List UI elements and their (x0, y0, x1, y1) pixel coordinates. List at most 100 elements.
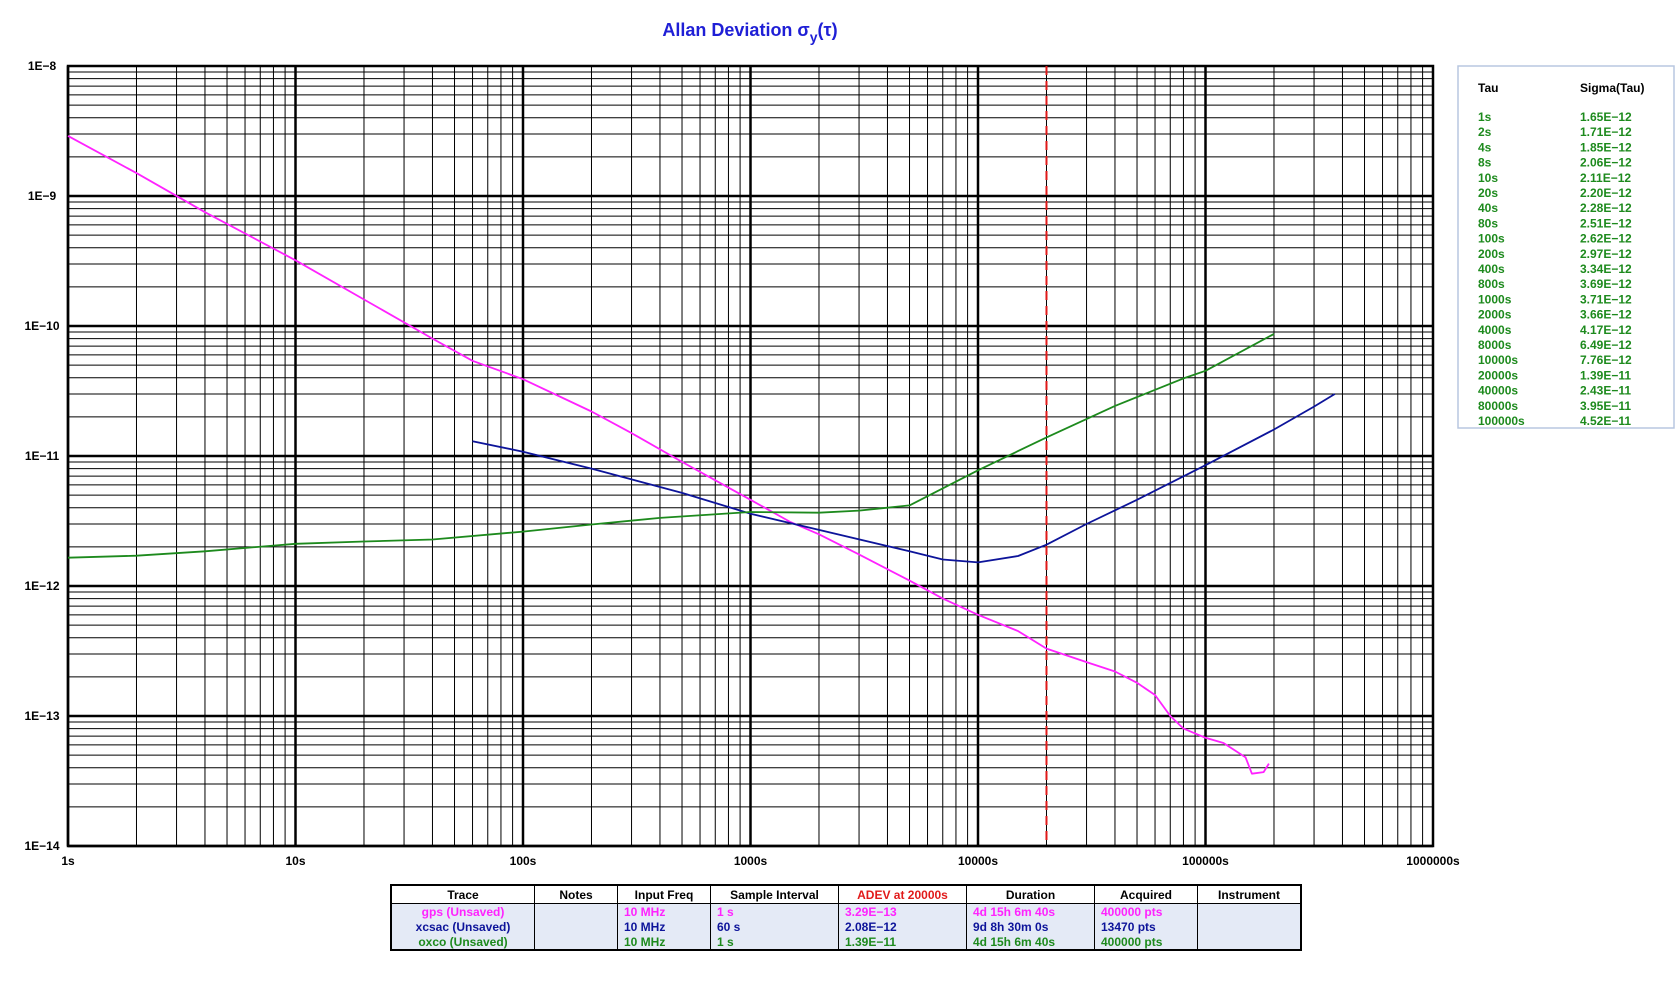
trace-table-body: gps (Unsaved) 10 MHz 1 s 3.29E−13 4d 15h 6m … (390, 903, 1302, 950)
header-sample-interval[interactable]: Sample Interval (710, 884, 839, 904)
tau-value: 80000s (1478, 399, 1518, 413)
trace-row-xcsac[interactable]: xcsac (Unsaved) 10 MHz 60 s 2.08E−12 9d 8h 3… (390, 919, 1302, 934)
tau-value: 2s (1478, 125, 1492, 139)
header-trace[interactable]: Trace (390, 884, 535, 904)
x-tick-label: 1000000s (1406, 854, 1460, 868)
cell-interval: 1 s (710, 934, 839, 950)
cell-trace: oxco (Unsaved) (390, 934, 535, 950)
tau-value: 1s (1478, 110, 1492, 124)
header-duration[interactable]: Duration (966, 884, 1095, 904)
tau-value: 400s (1478, 262, 1505, 276)
sigma-value: 1.39E−11 (1580, 368, 1631, 382)
sigma-value: 1.65E−12 (1580, 110, 1632, 124)
x-tick-label: 100s (510, 854, 537, 868)
plot-grid (66, 64, 1435, 848)
y-tick-label: 1E−9 (28, 189, 57, 203)
tau-value: 40s (1478, 201, 1498, 215)
sigma-value: 7.76E−12 (1580, 353, 1632, 367)
cell-instrument (1197, 903, 1302, 919)
cell-instrument (1197, 919, 1302, 934)
header-input-freq[interactable]: Input Freq (617, 884, 711, 904)
tau-value: 1000s (1478, 292, 1512, 306)
cell-instrument (1197, 934, 1302, 950)
tau-value: 4s (1478, 140, 1492, 154)
series-line-oxco (67, 333, 1275, 559)
sigma-value: 3.34E−12 (1580, 262, 1632, 276)
sigma-value: 4.52E−11 (1580, 414, 1631, 428)
x-tick-label: 10000s (958, 854, 998, 868)
axis-tick-labels: 1s 10s 100s 1000s 10000s 100000s 1000000s 1E−14… (24, 59, 1460, 868)
x-tick-label: 1s (61, 854, 75, 868)
x-tick-label: 1000s (734, 854, 768, 868)
title-tail: (τ) (818, 20, 838, 40)
cell-interval: 60 s (710, 919, 839, 934)
x-tick-label: 10s (285, 854, 305, 868)
tau-value: 10s (1478, 171, 1498, 185)
y-tick-label: 1E−13 (24, 709, 59, 723)
series-line-gps (67, 135, 1270, 775)
cell-freq: 10 MHz (617, 903, 711, 919)
trace-table-header-row: Trace Notes Input Freq Sample Interval A… (390, 884, 1302, 904)
sigma-value: 6.49E−12 (1580, 338, 1632, 352)
trace-row-oxco[interactable]: oxco (Unsaved) 10 MHz 1 s 1.39E−11 4d 15h 6m… (390, 934, 1302, 950)
y-tick-label: 1E−14 (24, 839, 59, 853)
y-tick-label: 1E−11 (25, 449, 60, 463)
sigma-value: 3.69E−12 (1580, 277, 1632, 291)
series-line-xcsac (472, 393, 1336, 564)
cell-notes (534, 903, 618, 919)
y-tick-label: 1E−8 (28, 59, 57, 73)
sigma-value: 3.95E−11 (1580, 399, 1631, 413)
plot-frame (66, 64, 1435, 848)
header-instrument[interactable]: Instrument (1197, 884, 1302, 904)
tau-value: 20s (1478, 186, 1498, 200)
cell-freq: 10 MHz (617, 934, 711, 950)
cell-adev: 1.39E−11 (838, 934, 967, 950)
tau-value: 80s (1478, 216, 1498, 230)
tau-value: 800s (1478, 277, 1505, 291)
tau-value: 8s (1478, 156, 1492, 170)
sigma-value: 4.17E−12 (1580, 323, 1632, 337)
header-notes[interactable]: Notes (534, 884, 618, 904)
sigma-value: 2.43E−11 (1580, 384, 1631, 398)
header-adev[interactable]: ADEV at 20000s (838, 884, 967, 904)
x-tick-label: 100000s (1182, 854, 1229, 868)
sigma-value: 2.62E−12 (1580, 232, 1632, 246)
y-tick-label: 1E−10 (24, 319, 59, 333)
title-sub: y (810, 29, 818, 45)
cell-duration: 4d 15h 6m 40s (966, 934, 1095, 950)
cell-adev: 2.08E−12 (838, 919, 967, 934)
tau-panel-frame (1457, 65, 1675, 429)
tau-value: 200s (1478, 247, 1505, 261)
sigma-value: 1.85E−12 (1580, 140, 1632, 154)
cell-freq: 10 MHz (617, 919, 711, 934)
tau-header: Tau (1478, 81, 1498, 95)
tau-value: 4000s (1478, 323, 1512, 337)
cell-acquired: 400000 pts (1094, 934, 1198, 950)
sigma-value: 2.06E−12 (1580, 156, 1632, 170)
tau-value: 2000s (1478, 308, 1512, 322)
tau-value: 40000s (1478, 384, 1518, 398)
cell-interval: 1 s (710, 903, 839, 919)
sigma-value: 2.97E−12 (1580, 247, 1632, 261)
trace-row-gps[interactable]: gps (Unsaved) 10 MHz 1 s 3.29E−13 4d 15h 6m … (390, 903, 1302, 919)
y-tick-label: 1E−12 (24, 579, 59, 593)
tau-sigma-panel: Tau Sigma(Tau) 1s 1.65E−12 2s 1.71E−12 4s 1.85E… (1457, 65, 1675, 429)
sigma-header: Sigma(Tau) (1580, 81, 1644, 95)
sigma-value: 2.11E−12 (1580, 171, 1631, 185)
title-main: Allan Deviation σ (662, 20, 809, 40)
tau-value: 10000s (1478, 353, 1518, 367)
sigma-value: 1.71E−12 (1580, 125, 1632, 139)
sigma-value: 2.28E−12 (1580, 201, 1632, 215)
trace-summary-table: Trace Notes Input Freq Sample Interval A… (390, 884, 1302, 951)
sigma-value: 3.66E−12 (1580, 308, 1632, 322)
cell-duration: 9d 8h 30m 0s (966, 919, 1095, 934)
header-acquired[interactable]: Acquired (1094, 884, 1198, 904)
chart-title: Allan Deviation σy(τ) (662, 20, 837, 45)
tau-value: 100000s (1478, 414, 1525, 428)
series-layer (67, 135, 1336, 775)
tau-value: 8000s (1478, 338, 1512, 352)
cell-trace: xcsac (Unsaved) (390, 919, 535, 934)
cell-acquired: 13470 pts (1094, 919, 1198, 934)
tau-value: 100s (1478, 232, 1505, 246)
cell-notes (534, 934, 618, 950)
